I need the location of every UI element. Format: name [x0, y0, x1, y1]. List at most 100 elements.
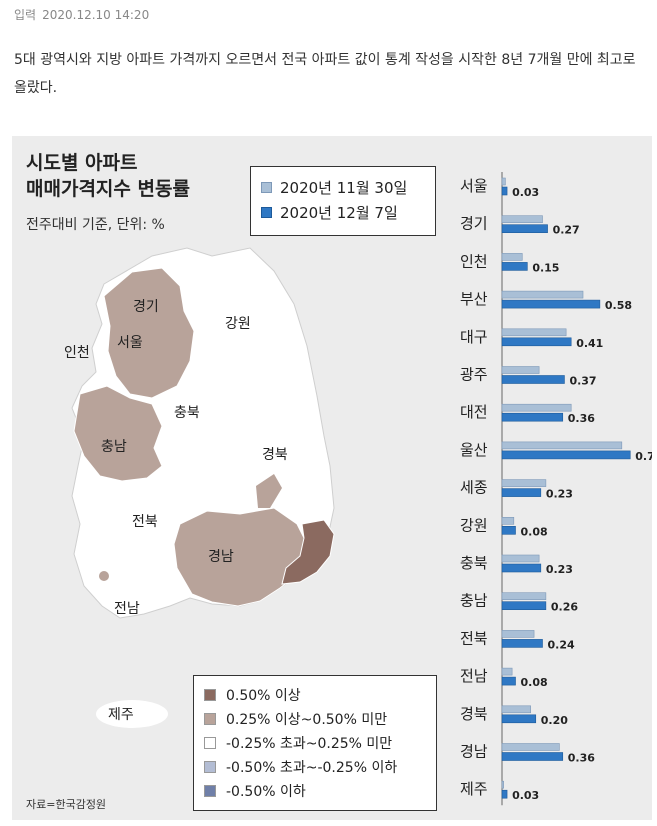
- title-line2: 매매가격지수 변동률: [26, 178, 190, 200]
- map-region-small: [256, 474, 282, 508]
- chart-subtitle: 전주대비 기준, 단위: %: [26, 217, 165, 233]
- map-region-dot: [99, 571, 109, 581]
- map-legend-label: -0.50% 이하: [226, 784, 306, 800]
- category-label: 광주: [460, 366, 488, 384]
- category-label: 세종: [460, 479, 488, 497]
- map-region-gyeongnam: [173, 507, 309, 607]
- map-legend-item: -0.50% 초과~-0.25% 이하: [204, 755, 426, 779]
- korea-map: [71, 247, 335, 728]
- map-legend-label: 0.25% 이상~0.50% 미만: [226, 712, 388, 728]
- map-label-jeonbuk: 전북: [132, 514, 158, 530]
- bar-prev: [501, 253, 523, 261]
- map-legend-item: -0.25% 초과~0.25% 미만: [204, 731, 426, 755]
- bar-curr: [501, 563, 542, 573]
- bar-curr: [501, 789, 508, 799]
- data-label: 0.15: [532, 261, 559, 274]
- category-label: 대구: [460, 328, 488, 346]
- data-label: 0.08: [521, 676, 548, 689]
- bar-prev: [501, 554, 540, 563]
- series-legend: 2020년 11월 30일 2020년 12월 7일: [250, 166, 436, 236]
- bar-chart: 서울 0.03 경기 0.27 인천 0.15 부산 0.58 대구 0.41 광주 0.37 대전 0.…: [460, 172, 652, 806]
- bar-prev: [501, 215, 543, 223]
- bar-prev: [501, 403, 572, 412]
- data-label: 0.23: [546, 563, 573, 576]
- bar-curr: [501, 450, 631, 460]
- category-label: 충북: [460, 554, 488, 572]
- category-label: 서울: [460, 177, 488, 195]
- title-line1: 시도별 아파트: [26, 152, 138, 174]
- chart-title: 시도별 아파트 매매가격지수 변동률: [26, 150, 190, 202]
- data-label: 0.26: [551, 601, 578, 614]
- map-region-jeju: [96, 700, 168, 728]
- data-label: 0.37: [569, 375, 596, 388]
- data-label: 0.58: [605, 299, 632, 312]
- legend-item-curr: 2020년 12월 7일: [261, 200, 425, 225]
- data-label: 0.76: [635, 450, 652, 463]
- category-label: 경남: [460, 743, 488, 761]
- map-legend-swatch: [204, 737, 216, 749]
- category-label: 제주: [460, 780, 488, 798]
- bar-curr: [501, 299, 601, 309]
- bar-curr: [501, 186, 508, 196]
- bar-prev: [501, 630, 535, 638]
- data-label: 0.36: [568, 412, 595, 425]
- bar-curr: [501, 601, 547, 611]
- data-label: 0.03: [512, 186, 539, 199]
- map-legend: 0.50% 이상 0.25% 이상~0.50% 미만 -0.25% 초과~0.2…: [193, 675, 437, 811]
- bar-prev: [501, 479, 547, 487]
- map-legend-item: 0.50% 이상: [204, 683, 426, 707]
- bar-curr: [501, 714, 537, 724]
- bar-prev: [501, 441, 623, 450]
- meta-label: 입력: [14, 8, 37, 22]
- bar-curr: [501, 375, 565, 384]
- bar-prev: [501, 667, 513, 676]
- data-label: 0.24: [548, 638, 575, 651]
- map-label-gyeonggi: 경기: [133, 299, 159, 315]
- meta-date: 2020.12.10 14:20: [42, 8, 150, 22]
- category-label: 충남: [460, 592, 488, 610]
- legend-item-prev: 2020년 11월 30일: [261, 175, 425, 200]
- map-label-jeonnam: 전남: [114, 601, 140, 617]
- category-label: 경기: [460, 215, 488, 233]
- data-label: 0.08: [521, 525, 548, 538]
- category-label: 강원: [460, 516, 488, 534]
- bar-prev: [501, 366, 540, 374]
- bar-curr: [501, 337, 572, 347]
- map-label-gyeongnam: 경남: [208, 549, 234, 565]
- bar-prev: [501, 328, 567, 337]
- category-label: 부산: [460, 290, 488, 308]
- map-region-gyeonggi: [103, 267, 195, 399]
- bar-curr: [501, 262, 528, 271]
- legend-label-prev: 2020년 11월 30일: [280, 179, 408, 197]
- bar-prev: [501, 743, 560, 751]
- map-legend-swatch: [204, 785, 216, 797]
- category-label: 경북: [460, 705, 488, 723]
- bar-curr: [501, 525, 516, 535]
- bar-prev: [501, 705, 531, 714]
- map-legend-label: 0.50% 이상: [226, 688, 301, 704]
- map-label-incheon: 인천: [64, 345, 90, 361]
- bar-prev: [501, 516, 515, 525]
- source-note: 자료=한국감정원: [26, 798, 107, 811]
- article-body: 5대 광역시와 지방 아파트 가격까지 오르면서 전국 아파트 값이 통계 작성…: [14, 52, 636, 96]
- bar-prev: [501, 780, 504, 789]
- map-label-chungnam: 충남: [101, 439, 127, 455]
- map-label-seoul: 서울: [117, 335, 143, 351]
- infographic: 시도별 아파트 매매가격지수 변동률 전주대비 기준, 단위: % 2020년 …: [12, 136, 652, 820]
- map-label-gangwon: 강원: [225, 316, 251, 332]
- map-legend-swatch: [204, 689, 216, 701]
- legend-swatch-curr: [261, 207, 272, 218]
- map-region-chungnam: [73, 385, 163, 482]
- article-meta: 입력 2020.12.10 14:20: [14, 6, 149, 23]
- map-legend-item: 0.25% 이상~0.50% 미만: [204, 707, 426, 731]
- map-legend-swatch: [204, 713, 216, 725]
- bar-curr: [501, 488, 542, 497]
- bar-curr: [501, 412, 564, 422]
- bar-prev: [501, 592, 547, 601]
- map-label-gyeongbuk: 경북: [262, 447, 288, 463]
- legend-label-curr: 2020년 12월 7일: [280, 204, 398, 222]
- data-label: 0.03: [512, 789, 539, 802]
- data-label: 0.36: [568, 752, 595, 765]
- category-label: 인천: [460, 252, 488, 270]
- map-legend-label: -0.50% 초과~-0.25% 이하: [226, 760, 398, 776]
